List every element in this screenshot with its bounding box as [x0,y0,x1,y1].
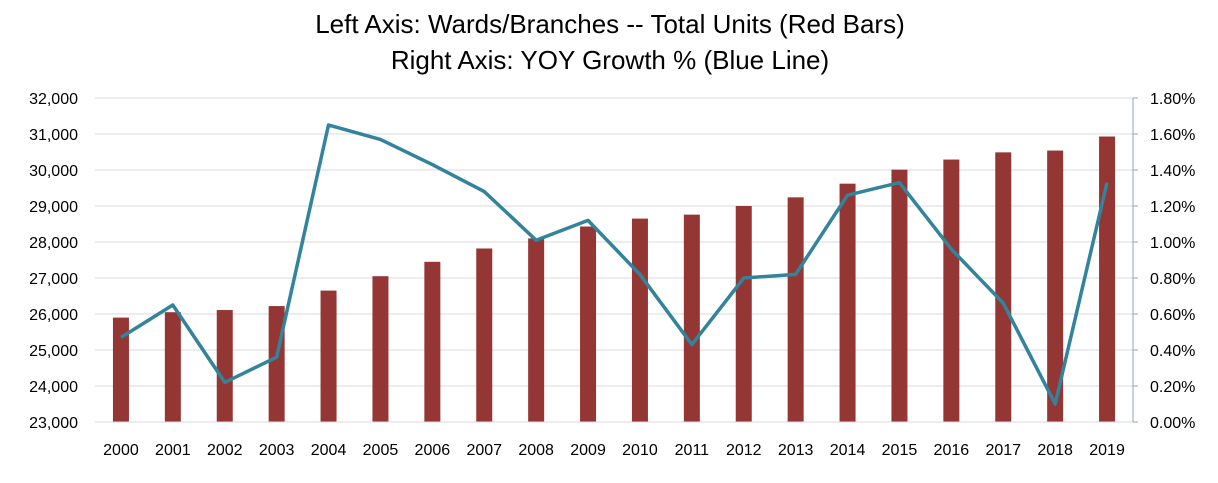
right-axis-ticks: 0.00% 0.20% 0.40% 0.60% 0.80% 1.00% 1.20% 1.40%… [1150,91,1195,432]
bar [1047,150,1064,422]
right-tick-label: 0.00% [1150,415,1195,432]
left-tick-label: 30,000 [29,163,78,180]
bar [1099,136,1116,422]
left-tick-label: 29,000 [29,199,78,216]
left-tick-label: 31,000 [29,127,78,144]
x-tick-label: 2000 [103,442,139,459]
bar [995,152,1012,423]
bar [164,312,181,422]
bar [424,261,441,422]
left-tick-label: 28,000 [29,235,78,252]
bar [372,276,389,422]
x-tick-label: 2017 [985,442,1021,459]
bar [943,159,960,422]
bar [683,214,700,422]
bar-series [112,136,1116,423]
growth-line-series [120,123,1109,406]
x-tick-label: 2001 [155,442,191,459]
bar [216,310,233,422]
x-tick-label: 2012 [726,442,762,459]
left-tick-label: 25,000 [29,343,78,360]
x-tick-label: 2003 [259,442,295,459]
right-tick-label: 0.20% [1150,379,1195,396]
bar [891,169,908,422]
x-tick-label: 2008 [518,442,554,459]
right-tick-label: 1.80% [1150,91,1195,108]
right-tick-label: 0.40% [1150,343,1195,360]
bar [580,226,597,422]
x-tick-label: 2004 [311,442,347,459]
left-tick-label: 24,000 [29,379,78,396]
right-tick-label: 1.00% [1150,235,1195,252]
x-tick-label: 2006 [415,442,451,459]
gridlines [95,97,1133,387]
x-tick-label: 2013 [778,442,814,459]
bar [839,183,856,422]
axes [95,97,1138,423]
chart-title-line-1: Left Axis: Wards/Branches -- Total Units… [315,9,905,39]
x-tick-label: 2011 [675,442,710,459]
right-tick-label: 1.20% [1150,199,1195,216]
bar [787,197,804,422]
x-tick-label: 2009 [570,442,606,459]
left-axis-ticks: 23,000 24,000 25,000 26,000 27,000 28,000 29,0… [29,91,78,432]
chart-title-line-2: Right Axis: YOY Growth % (Blue Line) [391,45,829,75]
bar [735,206,752,422]
right-tick-label: 1.40% [1150,163,1195,180]
bar [320,290,337,422]
bar [631,218,648,422]
x-tick-label: 2018 [1037,442,1073,459]
left-tick-label: 27,000 [29,271,78,288]
x-tick-label: 2019 [1089,442,1125,459]
x-tick-label: 2015 [882,442,918,459]
x-tick-label: 2010 [622,442,658,459]
x-tick-label: 2002 [207,442,243,459]
left-tick-label: 26,000 [29,307,78,324]
x-tick-label: 2007 [466,442,502,459]
x-tick-label: 2005 [363,442,399,459]
bar [268,306,285,422]
right-tick-label: 0.80% [1150,271,1195,288]
x-axis-ticks: 2000 2001 2002 2003 2004 2005 2006 2007 2008 2009… [103,442,1125,459]
growth-line [120,123,1109,406]
right-tick-label: 0.60% [1150,307,1195,324]
bar [528,238,545,422]
x-tick-label: 2016 [934,442,970,459]
bar [476,248,493,422]
left-tick-label: 32,000 [29,91,78,108]
x-tick-label: 2014 [830,442,866,459]
left-tick-label: 23,000 [29,415,78,432]
right-tick-label: 1.60% [1150,127,1195,144]
bar [112,317,129,422]
